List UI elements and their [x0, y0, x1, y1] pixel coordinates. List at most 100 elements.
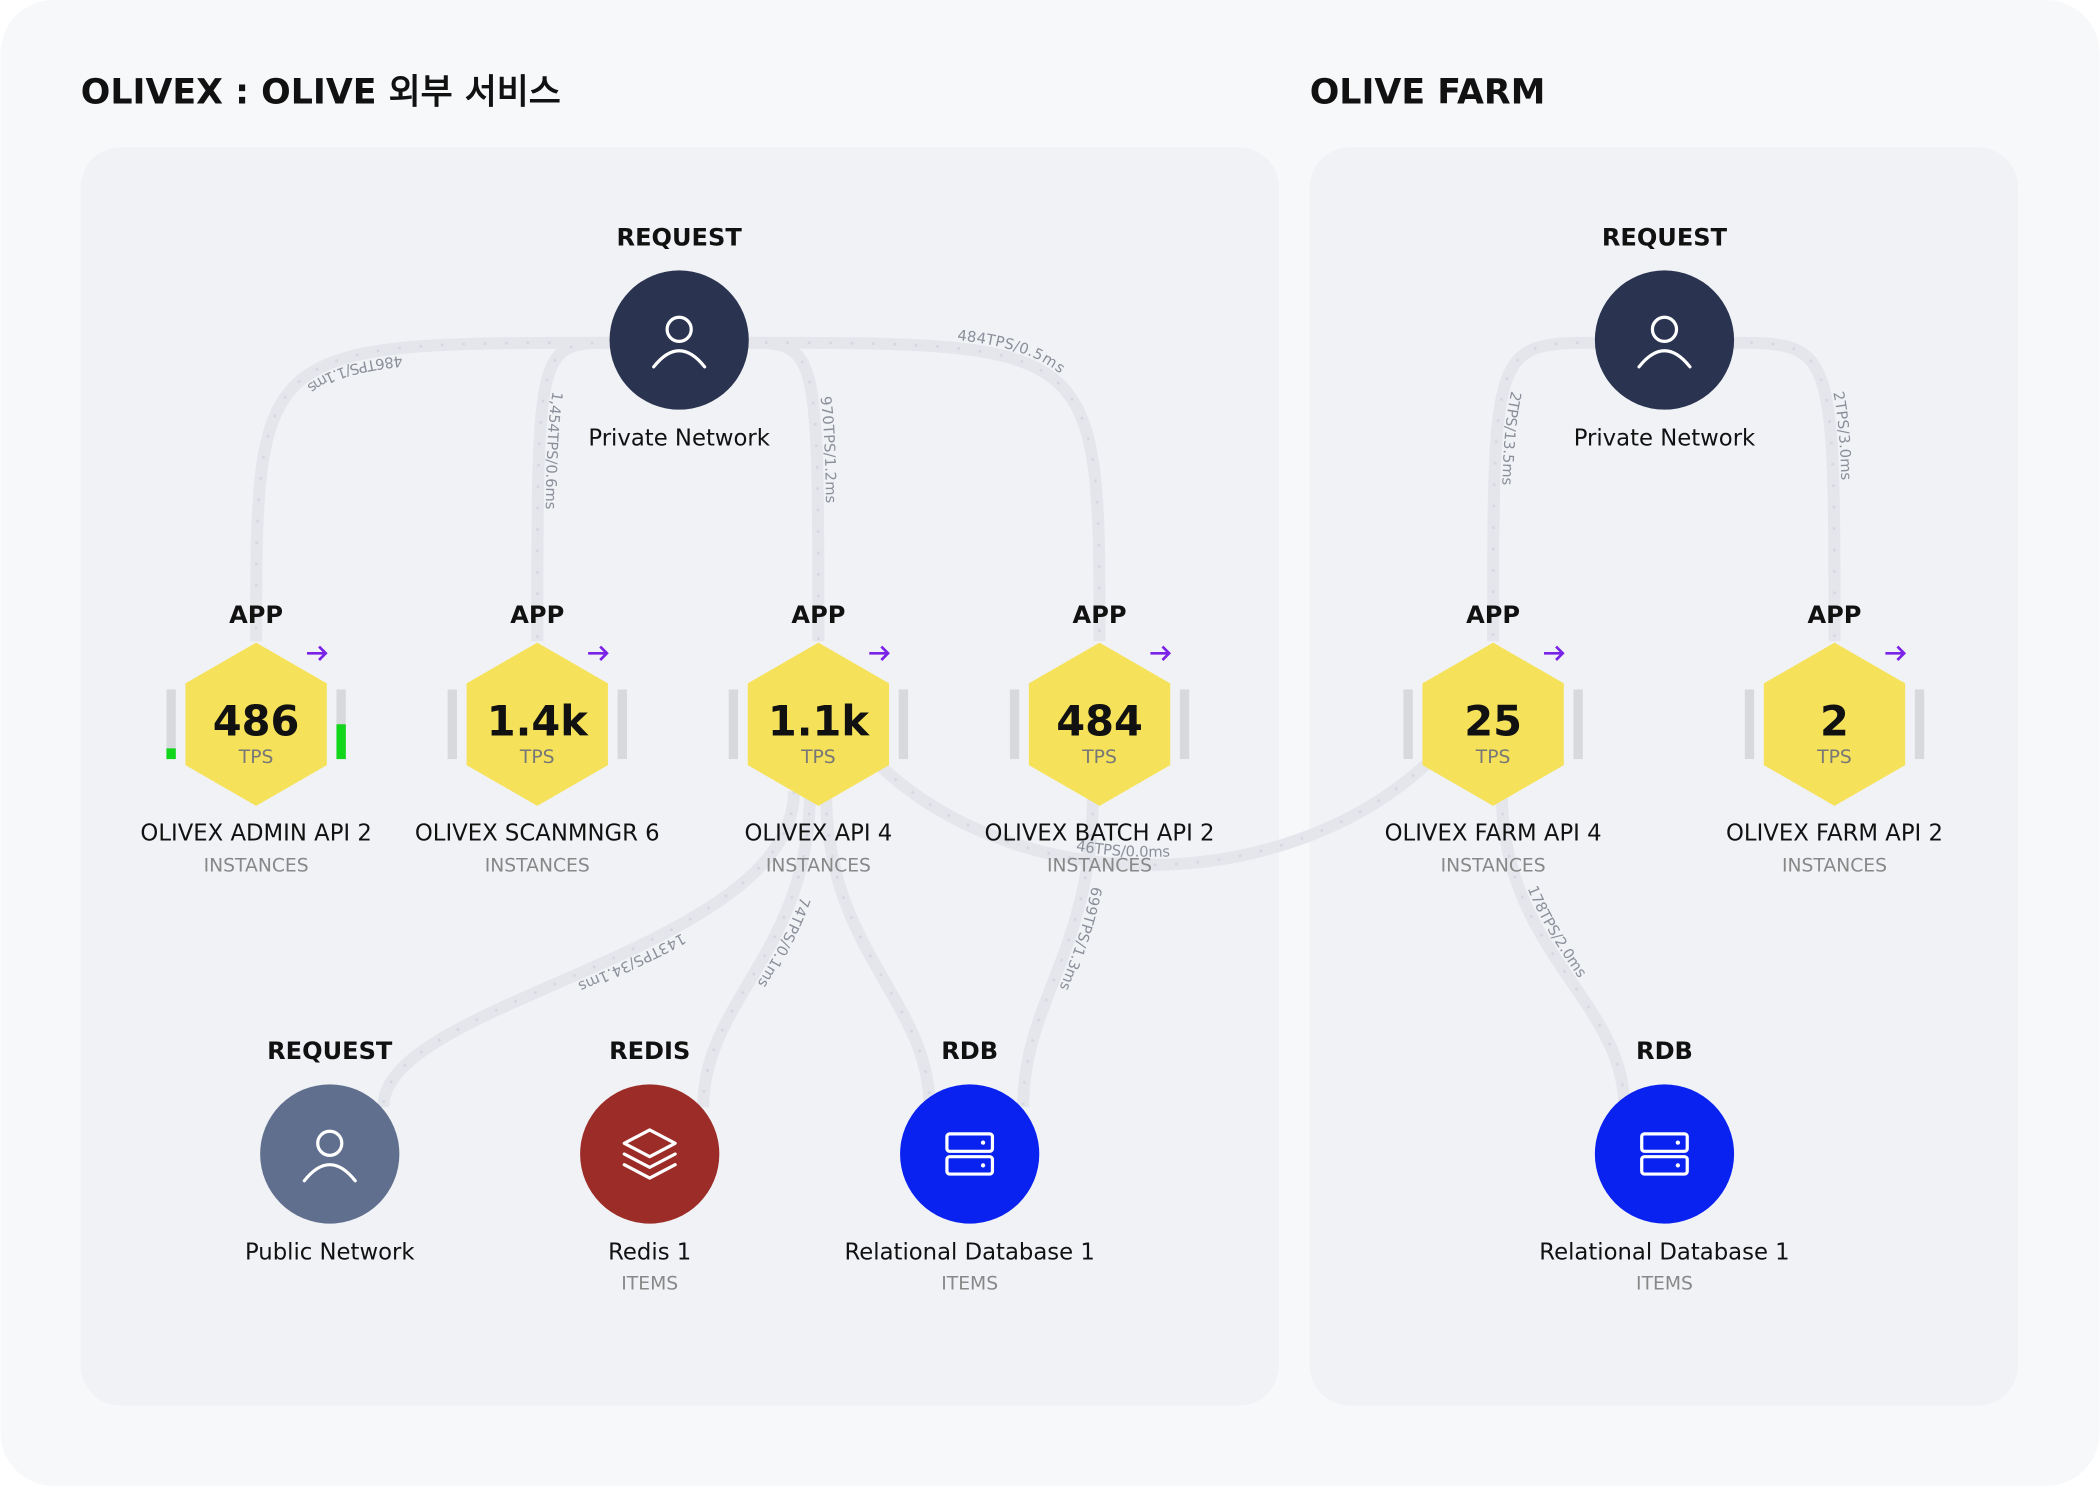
- group-panel: [1309, 147, 2018, 1406]
- node-kind: APP: [1808, 601, 1862, 629]
- tps-unit: TPS: [800, 747, 836, 768]
- node-sublabel: ITEMS: [1636, 1273, 1693, 1294]
- icon: [980, 1140, 986, 1145]
- node-kind: APP: [791, 601, 845, 629]
- node: APP 486TPS OLIVEX ADMIN API 2 INSTANCES: [140, 601, 371, 877]
- node: REQUEST Private Network: [1574, 223, 1756, 451]
- side-bar: [1744, 689, 1755, 760]
- icon: [1640, 1155, 1689, 1176]
- node-sublabel: INSTANCES: [1782, 856, 1887, 877]
- node-label: Public Network: [245, 1240, 415, 1266]
- tps-unit: TPS: [238, 747, 274, 768]
- node-kind: APP: [229, 601, 283, 629]
- node-label: OLIVEX FARM API 2: [1726, 821, 1943, 847]
- tps-value: 486: [213, 696, 300, 745]
- node-kind: APP: [510, 601, 564, 629]
- node-circle: [900, 1084, 1040, 1224]
- node-kind: REQUEST: [1602, 223, 1728, 251]
- side-bar: [1914, 689, 1925, 760]
- side-bar: [1179, 689, 1190, 760]
- node-kind: APP: [1073, 601, 1127, 629]
- icon: [622, 1152, 677, 1169]
- side-bar: [617, 689, 627, 760]
- side-bar: [447, 689, 457, 760]
- icon: [665, 315, 693, 343]
- tps-value: 2: [1820, 696, 1849, 745]
- node-sublabel: INSTANCES: [204, 856, 309, 877]
- side-bar: [898, 689, 909, 760]
- node-sublabel: INSTANCES: [485, 856, 590, 877]
- edge-label: 970TPS/1.2ms: [816, 395, 838, 503]
- node-kind: REDIS: [609, 1037, 690, 1065]
- icon: [1640, 1132, 1689, 1153]
- node-label: OLIVEX BATCH API 2: [985, 821, 1215, 847]
- icon: [316, 1129, 344, 1157]
- node-sublabel: ITEMS: [941, 1273, 998, 1294]
- node-sublabel: INSTANCES: [1047, 856, 1152, 877]
- side-bar-level: [336, 724, 346, 760]
- detail-arrow: [1885, 645, 1907, 661]
- node-kind: REQUEST: [617, 223, 743, 251]
- edge: [874, 759, 1431, 871]
- tps-value: 25: [1464, 696, 1522, 745]
- edge: [1017, 791, 1100, 1108]
- tps-unit: TPS: [1475, 747, 1511, 768]
- node-kind: APP: [1466, 601, 1520, 629]
- icon: [945, 1132, 995, 1153]
- node-sublabel: INSTANCES: [1441, 856, 1546, 877]
- edge-flow: [254, 341, 615, 642]
- edge: [377, 791, 800, 1108]
- edge: [819, 791, 936, 1108]
- tps-value: 484: [1056, 696, 1143, 745]
- tps-unit: TPS: [1081, 747, 1117, 768]
- node: REQUEST Private Network: [588, 223, 770, 451]
- hexagon: [1422, 642, 1564, 806]
- node-label: Relational Database 1: [844, 1240, 1094, 1266]
- group-title: OLIVEX : OLIVE 외부 서비스: [81, 73, 561, 113]
- detail-arrow: [307, 645, 328, 661]
- node-kind: RDB: [1636, 1037, 1693, 1065]
- node: REDIS Redis 1 ITEMS: [580, 1037, 720, 1294]
- side-bar-level: [166, 748, 176, 760]
- side-bar: [1573, 689, 1583, 760]
- tps-unit: TPS: [519, 747, 555, 768]
- detail-arrow: [869, 645, 890, 661]
- edge: [1495, 791, 1631, 1108]
- node-label: OLIVEX SCANMNGR 6: [415, 821, 660, 847]
- node: APP 484TPS OLIVEX BATCH API 2 INSTANCES: [985, 601, 1215, 877]
- hexagon: [1763, 642, 1906, 806]
- node: RDB Relational Database 1 ITEMS: [1539, 1037, 1789, 1294]
- icon: [622, 1128, 677, 1159]
- side-bar: [728, 689, 739, 760]
- tps-value: 1.1k: [768, 696, 871, 745]
- icon: [980, 1163, 986, 1168]
- tps-unit: TPS: [1816, 747, 1852, 768]
- node-kind: RDB: [941, 1037, 998, 1065]
- node-circle: [1594, 1084, 1735, 1224]
- node-label: Private Network: [588, 426, 770, 452]
- detail-arrow: [1150, 645, 1172, 661]
- hexagon: [1028, 642, 1171, 806]
- side-bar: [1403, 689, 1413, 760]
- detail-arrow: [1543, 645, 1565, 661]
- tps-value: 1.4k: [487, 696, 590, 745]
- node-label: Private Network: [1574, 426, 1756, 452]
- edge: [697, 791, 816, 1108]
- icon: [652, 349, 707, 369]
- edge: [1487, 336, 1601, 642]
- node: RDB Relational Database 1 ITEMS: [844, 1037, 1094, 1294]
- icon: [1675, 1163, 1681, 1168]
- node-circle: [580, 1084, 720, 1224]
- node-kind: REQUEST: [267, 1037, 393, 1065]
- node-sublabel: ITEMS: [621, 1273, 678, 1294]
- node-label: OLIVEX ADMIN API 2: [140, 821, 371, 847]
- edge-flow: [1728, 341, 1836, 642]
- node-label: Relational Database 1: [1539, 1240, 1789, 1266]
- group-title: OLIVE FARM: [1310, 73, 1546, 113]
- edge-flow: [743, 341, 1101, 642]
